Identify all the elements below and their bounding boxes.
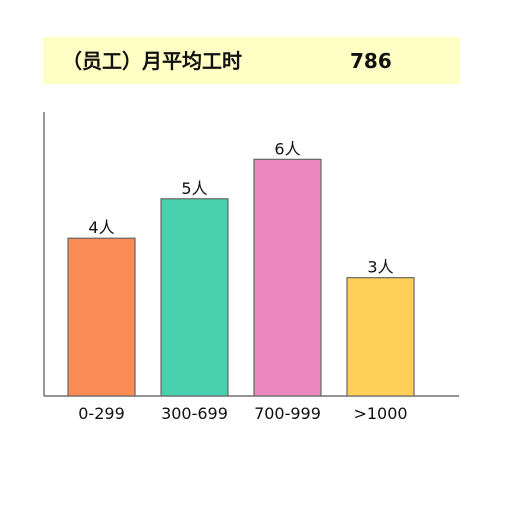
x-tick-label-4: >1000 [353, 404, 407, 423]
data-label-2: 5人 [181, 179, 207, 198]
bar-1 [67, 237, 136, 397]
header-banner [43, 37, 460, 84]
bar-3 [253, 158, 322, 397]
data-label-4: 3人 [367, 258, 393, 277]
x-tick-label-2: 300-699 [161, 404, 228, 423]
bars-group [67, 158, 415, 397]
page-title: （员工）月平均工时 [62, 49, 242, 73]
bar-2 [160, 198, 229, 397]
x-tick-label-3: 700-999 [254, 404, 321, 423]
data-labels-group: 4人 5人 6人 3人 [88, 139, 393, 276]
x-tick-labels-group: 0-299 300-699 700-999 >1000 [78, 404, 407, 423]
x-tick-label-1: 0-299 [78, 404, 125, 423]
average-hours-value: 786 [350, 49, 392, 73]
data-label-1: 4人 [88, 218, 114, 237]
bar-4 [346, 277, 415, 397]
data-label-3: 6人 [274, 139, 300, 158]
